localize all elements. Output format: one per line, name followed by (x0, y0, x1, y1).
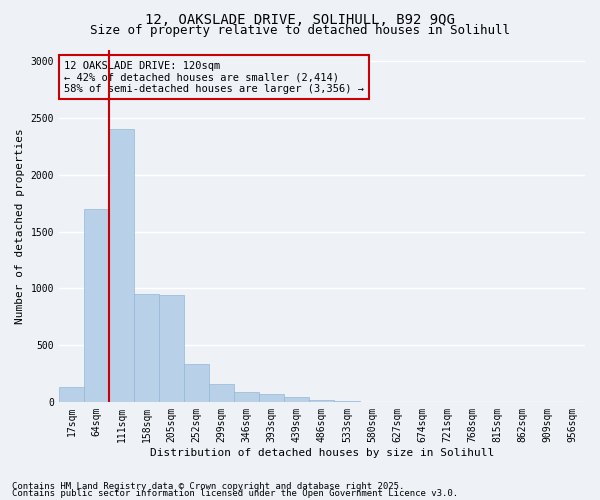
Bar (159, 295, 184, 402)
Text: Contains HM Land Registry data © Crown copyright and database right 2025.: Contains HM Land Registry data © Crown c… (12, 482, 404, 491)
Bar (84, 209, 109, 402)
Bar (109, 130, 134, 402)
Bar (184, 364, 209, 402)
Bar (310, 400, 334, 402)
Bar (134, 294, 159, 402)
Text: 12, OAKSLADE DRIVE, SOLIHULL, B92 9QG: 12, OAKSLADE DRIVE, SOLIHULL, B92 9QG (145, 12, 455, 26)
Bar (59, 386, 84, 402)
X-axis label: Distribution of detached houses by size in Solihull: Distribution of detached houses by size … (150, 448, 494, 458)
Bar (259, 394, 284, 402)
Text: Contains public sector information licensed under the Open Government Licence v3: Contains public sector information licen… (12, 490, 458, 498)
Bar (209, 384, 234, 402)
Text: 12 OAKSLADE DRIVE: 120sqm
← 42% of detached houses are smaller (2,414)
58% of se: 12 OAKSLADE DRIVE: 120sqm ← 42% of detac… (64, 60, 364, 94)
Bar (234, 392, 259, 402)
Y-axis label: Number of detached properties: Number of detached properties (15, 128, 25, 324)
Bar (284, 396, 310, 402)
Text: Size of property relative to detached houses in Solihull: Size of property relative to detached ho… (90, 24, 510, 37)
